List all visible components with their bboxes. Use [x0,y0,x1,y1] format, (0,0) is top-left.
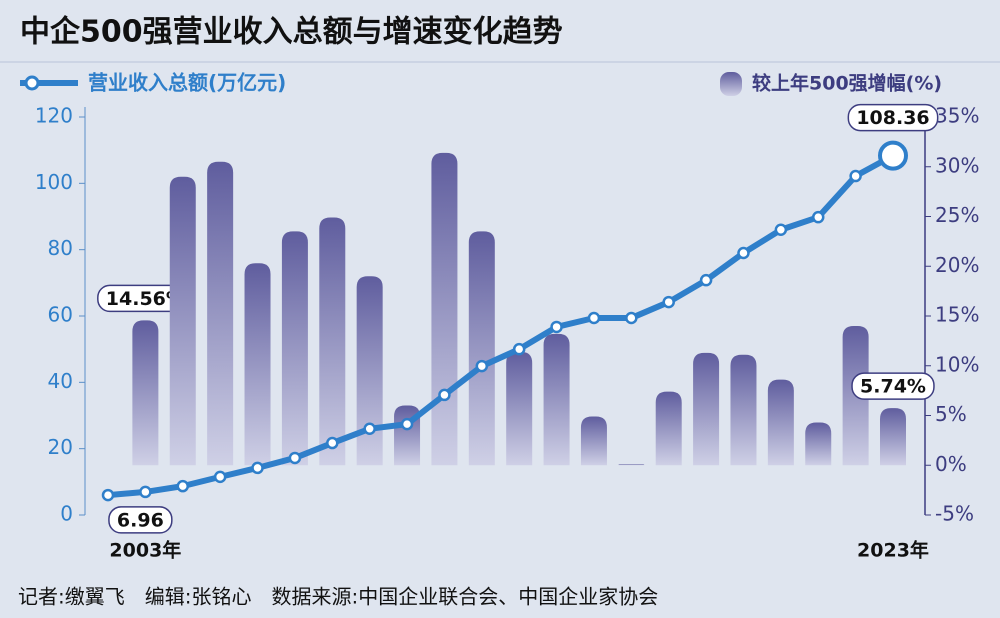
point [101,488,115,502]
point [288,451,302,465]
point [662,295,675,309]
point [438,388,451,402]
bar [580,416,607,466]
bar [880,408,906,466]
point [139,485,152,499]
y2-tick-label: 35% [935,104,979,128]
point [878,140,908,171]
legend-marker [24,75,40,91]
y2-tick-label: 10% [935,352,979,376]
y2-tick-label: 20% [935,253,979,277]
y-tick-label: 100 [35,170,73,194]
legend-label: 营业收入总额(万亿元) [88,71,286,95]
data-label: 14.56% [106,288,185,310]
point [737,246,750,260]
point [176,479,190,493]
callout-box [108,506,173,534]
point [699,273,713,287]
bar [805,422,832,466]
y-tick-label: 0 [60,502,73,526]
source-note: 记者:缴翼飞 编辑:张铭心 数据来源:中国企业联合会、中国企业家协会 [18,585,658,609]
bar [693,352,720,466]
bar [169,176,196,466]
point [625,311,638,325]
bar [767,379,794,466]
x-tick-label: 2003年 [109,539,181,562]
point [363,422,376,436]
legend-swatch [720,72,742,96]
bar [132,320,159,466]
data-label: 5.74% [860,376,926,398]
bar [618,464,645,466]
point [774,223,788,237]
y-tick-label: 40 [48,369,73,393]
y-tick-label: 60 [48,303,73,327]
point [326,436,339,450]
data-label: 6.96 [117,509,164,531]
data-label: 108.36 [856,107,929,129]
line [107,152,895,499]
point [251,461,264,475]
y-tick-label: 20 [48,435,73,459]
point [811,210,825,224]
bar [431,152,458,466]
y-tick-label: 80 [48,236,73,260]
x-tick-label: 2023年 [857,539,929,562]
point [849,169,862,183]
bar [356,276,383,466]
bar [207,161,234,466]
point [475,359,489,373]
point [550,320,563,334]
bar [468,231,495,466]
bar [730,354,757,466]
y2-tick-label: 30% [935,153,979,177]
y2-tick-label: 25% [935,203,979,227]
y-tick-label: 120 [35,104,73,128]
point [400,417,414,431]
bar [543,333,570,466]
bar [319,217,346,466]
bar [655,391,682,466]
point [213,470,227,484]
callout-box [847,103,939,132]
bar [506,351,533,466]
bar [281,231,308,466]
y2-tick-label: 5% [935,402,967,426]
callout-box [851,372,935,400]
chart-title: 中企500强营业收入总额与增速变化趋势 [20,15,563,50]
legend-label: 较上年500强增幅(%) [752,72,942,95]
y2-tick-label: -5% [935,502,974,526]
point [587,311,601,325]
y2-tick-label: 0% [935,452,967,476]
bar [244,263,271,466]
point [512,342,526,356]
y2-tick-label: 15% [935,303,979,327]
